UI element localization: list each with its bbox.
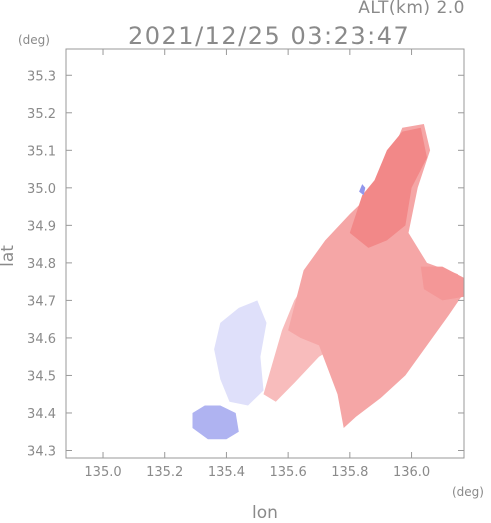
y-tick-label: 34.9 — [27, 219, 56, 234]
x-tick-label: 135.4 — [208, 465, 245, 480]
velocity-region-away-1 — [288, 124, 464, 428]
y-tick-label: 35.0 — [27, 182, 56, 197]
y-tick-label: 34.3 — [27, 444, 56, 459]
y-tick-label: 35.3 — [27, 69, 56, 84]
y-axis-unit: (deg) — [18, 33, 50, 47]
x-axis-unit: (deg) — [452, 485, 484, 499]
y-tick-label: 35.2 — [27, 107, 56, 122]
y-axis-ticks: 34.3 34.4 34.5 34.6 34.7 34.8 34.9 35.0 35.1 35.2… — [27, 69, 464, 459]
x-tick-label: 136.0 — [393, 465, 430, 480]
y-tick-label: 35.1 — [27, 144, 56, 159]
velocity-region-away-3 — [420, 266, 464, 301]
x-tick-label: 135.8 — [331, 465, 368, 480]
velocity-region-away-2 — [349, 127, 427, 248]
x-tick-label: 135.2 — [146, 465, 183, 480]
x-tick-label: 135.0 — [84, 465, 121, 480]
y-tick-label: 34.8 — [27, 257, 56, 272]
timestamp-title: 2021/12/25 03:23:47 — [128, 22, 411, 50]
plot-frame — [65, 48, 465, 459]
velocity-region-toward-6 — [359, 184, 366, 196]
x-axis-title: lon — [252, 503, 278, 523]
velocity-region-toward-4 — [214, 300, 267, 406]
y-tick-label: 34.6 — [27, 332, 56, 347]
velocity-region-toward-5 — [192, 405, 239, 440]
altitude-label: ALT(km) 2.0 — [358, 0, 465, 18]
y-tick-label: 34.5 — [27, 369, 56, 384]
x-tick-label: 135.6 — [270, 465, 307, 480]
x-axis-ticks: 135.0 135.2 135.4 135.6 135.8 136.0 — [84, 49, 430, 480]
y-tick-label: 34.4 — [27, 407, 56, 422]
y-tick-label: 34.7 — [27, 294, 56, 309]
velocity-field — [192, 124, 464, 440]
